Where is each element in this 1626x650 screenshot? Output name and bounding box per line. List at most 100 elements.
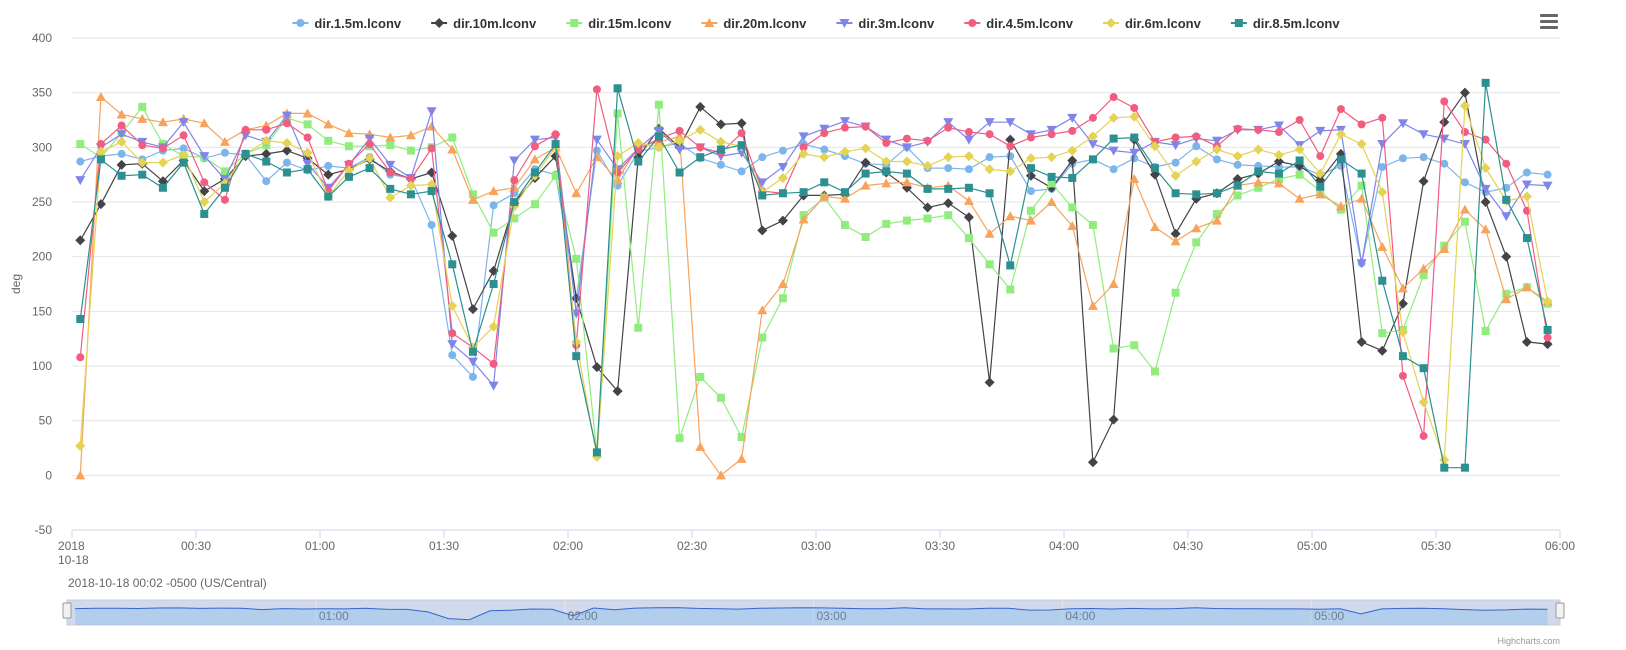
y-tick-label: 350 xyxy=(32,86,52,100)
data-point xyxy=(1295,170,1304,179)
data-point xyxy=(1211,144,1222,155)
data-point xyxy=(282,119,291,128)
data-point xyxy=(984,118,995,128)
data-point xyxy=(736,453,747,463)
data-point xyxy=(777,163,788,173)
legend[interactable]: dir.1.5m.lconv dir.10m.lconv dir.15m.lconv… xyxy=(292,16,1340,31)
data-point xyxy=(1170,170,1181,181)
y-tick-label: -50 xyxy=(35,523,53,537)
data-point xyxy=(1356,259,1367,269)
data-point xyxy=(1378,163,1387,172)
data-point xyxy=(716,393,725,402)
data-point xyxy=(426,107,437,117)
legend-label: dir.20m.lconv xyxy=(723,16,807,31)
data-point xyxy=(654,132,663,141)
data-point xyxy=(179,158,188,167)
data-point xyxy=(530,142,539,151)
data-point xyxy=(427,187,436,196)
legend-marker xyxy=(704,18,715,27)
legend-marker xyxy=(570,19,579,27)
data-point xyxy=(1521,191,1532,202)
data-point xyxy=(1273,149,1284,160)
data-point xyxy=(1006,142,1015,151)
data-point xyxy=(1149,222,1160,232)
credit-link[interactable]: Highcharts.com xyxy=(1497,636,1560,646)
hamburger-menu-icon[interactable] xyxy=(1540,14,1558,29)
legend-item-dir.20m.lconv[interactable]: dir.20m.lconv xyxy=(701,16,807,31)
data-point xyxy=(1378,329,1387,338)
data-point xyxy=(302,147,313,158)
data-point xyxy=(1047,179,1056,188)
data-point xyxy=(778,294,787,303)
data-point xyxy=(117,171,126,180)
series-line xyxy=(79,91,1548,465)
data-point xyxy=(1316,152,1325,161)
data-point xyxy=(117,121,126,130)
data-point xyxy=(613,109,622,118)
data-point xyxy=(343,128,354,138)
data-point xyxy=(448,260,457,269)
navigator-handle-right[interactable] xyxy=(1555,602,1565,619)
data-point xyxy=(1211,136,1222,146)
data-point xyxy=(551,140,560,149)
navigator-handle-left[interactable] xyxy=(62,602,72,619)
data-point xyxy=(737,433,746,442)
data-point xyxy=(1254,125,1263,134)
data-point xyxy=(1501,212,1512,222)
data-point xyxy=(262,157,271,166)
data-point xyxy=(922,202,933,213)
data-point xyxy=(1149,141,1160,152)
data-point xyxy=(839,193,850,203)
legend-label: dir.4.5m.lconv xyxy=(986,16,1073,31)
legend-item-dir.10m.lconv[interactable]: dir.10m.lconv xyxy=(431,16,537,31)
data-point xyxy=(1502,289,1511,298)
data-point xyxy=(1419,364,1428,373)
data-point xyxy=(76,140,85,149)
data-point xyxy=(1377,187,1388,198)
data-point xyxy=(1521,336,1532,347)
data-point xyxy=(1336,105,1345,114)
data-point xyxy=(157,176,168,187)
series-dir.10m.lconv xyxy=(75,87,1553,468)
y-axis: -50 0 50 100 150 200 250 300 350 400 xyxy=(32,31,52,537)
data-point xyxy=(1254,167,1263,176)
data-point xyxy=(75,235,86,246)
data-point xyxy=(1067,221,1078,231)
legend-item-dir.4.5m.lconv[interactable]: dir.4.5m.lconv xyxy=(964,16,1074,31)
data-point xyxy=(344,142,353,151)
data-point xyxy=(571,188,582,198)
data-point xyxy=(633,137,644,148)
data-point xyxy=(468,372,477,381)
x-tick-label: 01:30 xyxy=(429,539,459,553)
x-tick-label: 02:00 xyxy=(553,539,583,553)
data-point xyxy=(839,146,850,157)
legend-item-dir.6m.lconv[interactable]: dir.6m.lconv xyxy=(1102,16,1202,31)
legend-item-dir.8.5m.lconv[interactable]: dir.8.5m.lconv xyxy=(1230,16,1340,31)
data-point xyxy=(219,136,230,146)
data-point xyxy=(1068,203,1077,212)
data-point xyxy=(901,156,912,167)
data-point xyxy=(1191,223,1202,233)
data-point xyxy=(1502,195,1511,204)
data-point xyxy=(985,260,994,269)
data-point xyxy=(881,156,892,167)
data-point xyxy=(1481,327,1490,336)
data-point xyxy=(96,140,105,149)
data-point xyxy=(860,180,871,190)
legend-item-dir.3m.lconv[interactable]: dir.3m.lconv xyxy=(836,16,935,31)
data-point xyxy=(488,381,499,391)
navigator[interactable]: 01:00 02:00 03:00 04:00 05:00 xyxy=(62,599,1565,626)
data-point xyxy=(1067,145,1078,156)
data-point xyxy=(1130,103,1139,112)
data-point xyxy=(406,175,415,184)
legend-item-dir.15m.lconv[interactable]: dir.15m.lconv xyxy=(566,16,672,31)
data-point xyxy=(1502,159,1511,168)
data-point xyxy=(984,228,995,238)
data-point xyxy=(95,146,106,157)
legend-label: dir.6m.lconv xyxy=(1125,16,1202,31)
data-point xyxy=(426,179,437,190)
legend-item-dir.1.5m.lconv[interactable]: dir.1.5m.lconv xyxy=(292,16,402,31)
data-point xyxy=(613,84,622,93)
y-axis-title: deg xyxy=(9,274,23,294)
series-line xyxy=(79,89,1549,437)
